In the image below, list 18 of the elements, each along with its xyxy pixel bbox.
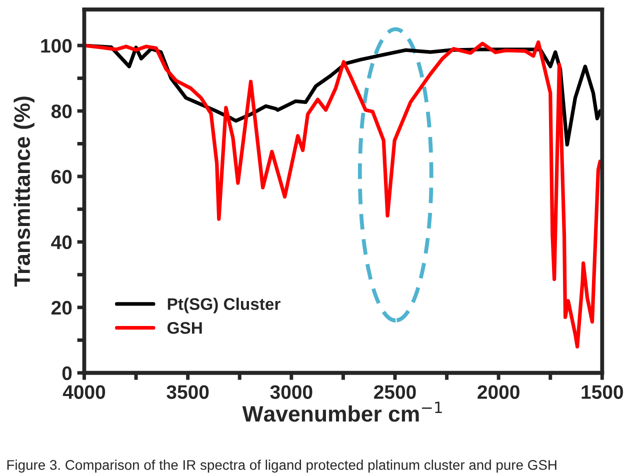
x-tick-label: 2500	[374, 385, 416, 399]
x-tick-label: 3500	[166, 385, 209, 399]
x-tick-label: 3000	[270, 385, 312, 399]
y-tick-label: 40	[51, 235, 72, 250]
y-tick-label: 20	[51, 300, 72, 315]
y-tick-label: 60	[52, 170, 72, 184]
caption: Figure 3. Comparison of the IR spectra of ligand protected platinum cluster and pure GSH	[7, 460, 556, 473]
x-axis-title: Wavenumber cm$^{−1}$	[242, 402, 442, 422]
legend-label: GSH	[167, 322, 202, 334]
y-tick-label: 80	[51, 104, 72, 118]
y-axis-title: Transmittance (%)	[14, 96, 34, 287]
x-tick-label: 2000	[478, 385, 520, 399]
x-tick-label: 4000	[62, 385, 106, 399]
x-tick-label: 1500	[582, 385, 623, 399]
legend-label: Pt(SG) Cluster	[168, 298, 280, 314]
y-tick-label: 0	[62, 366, 72, 380]
y-tick-label: 100	[41, 38, 72, 53]
line-series	[84, 40, 602, 348]
